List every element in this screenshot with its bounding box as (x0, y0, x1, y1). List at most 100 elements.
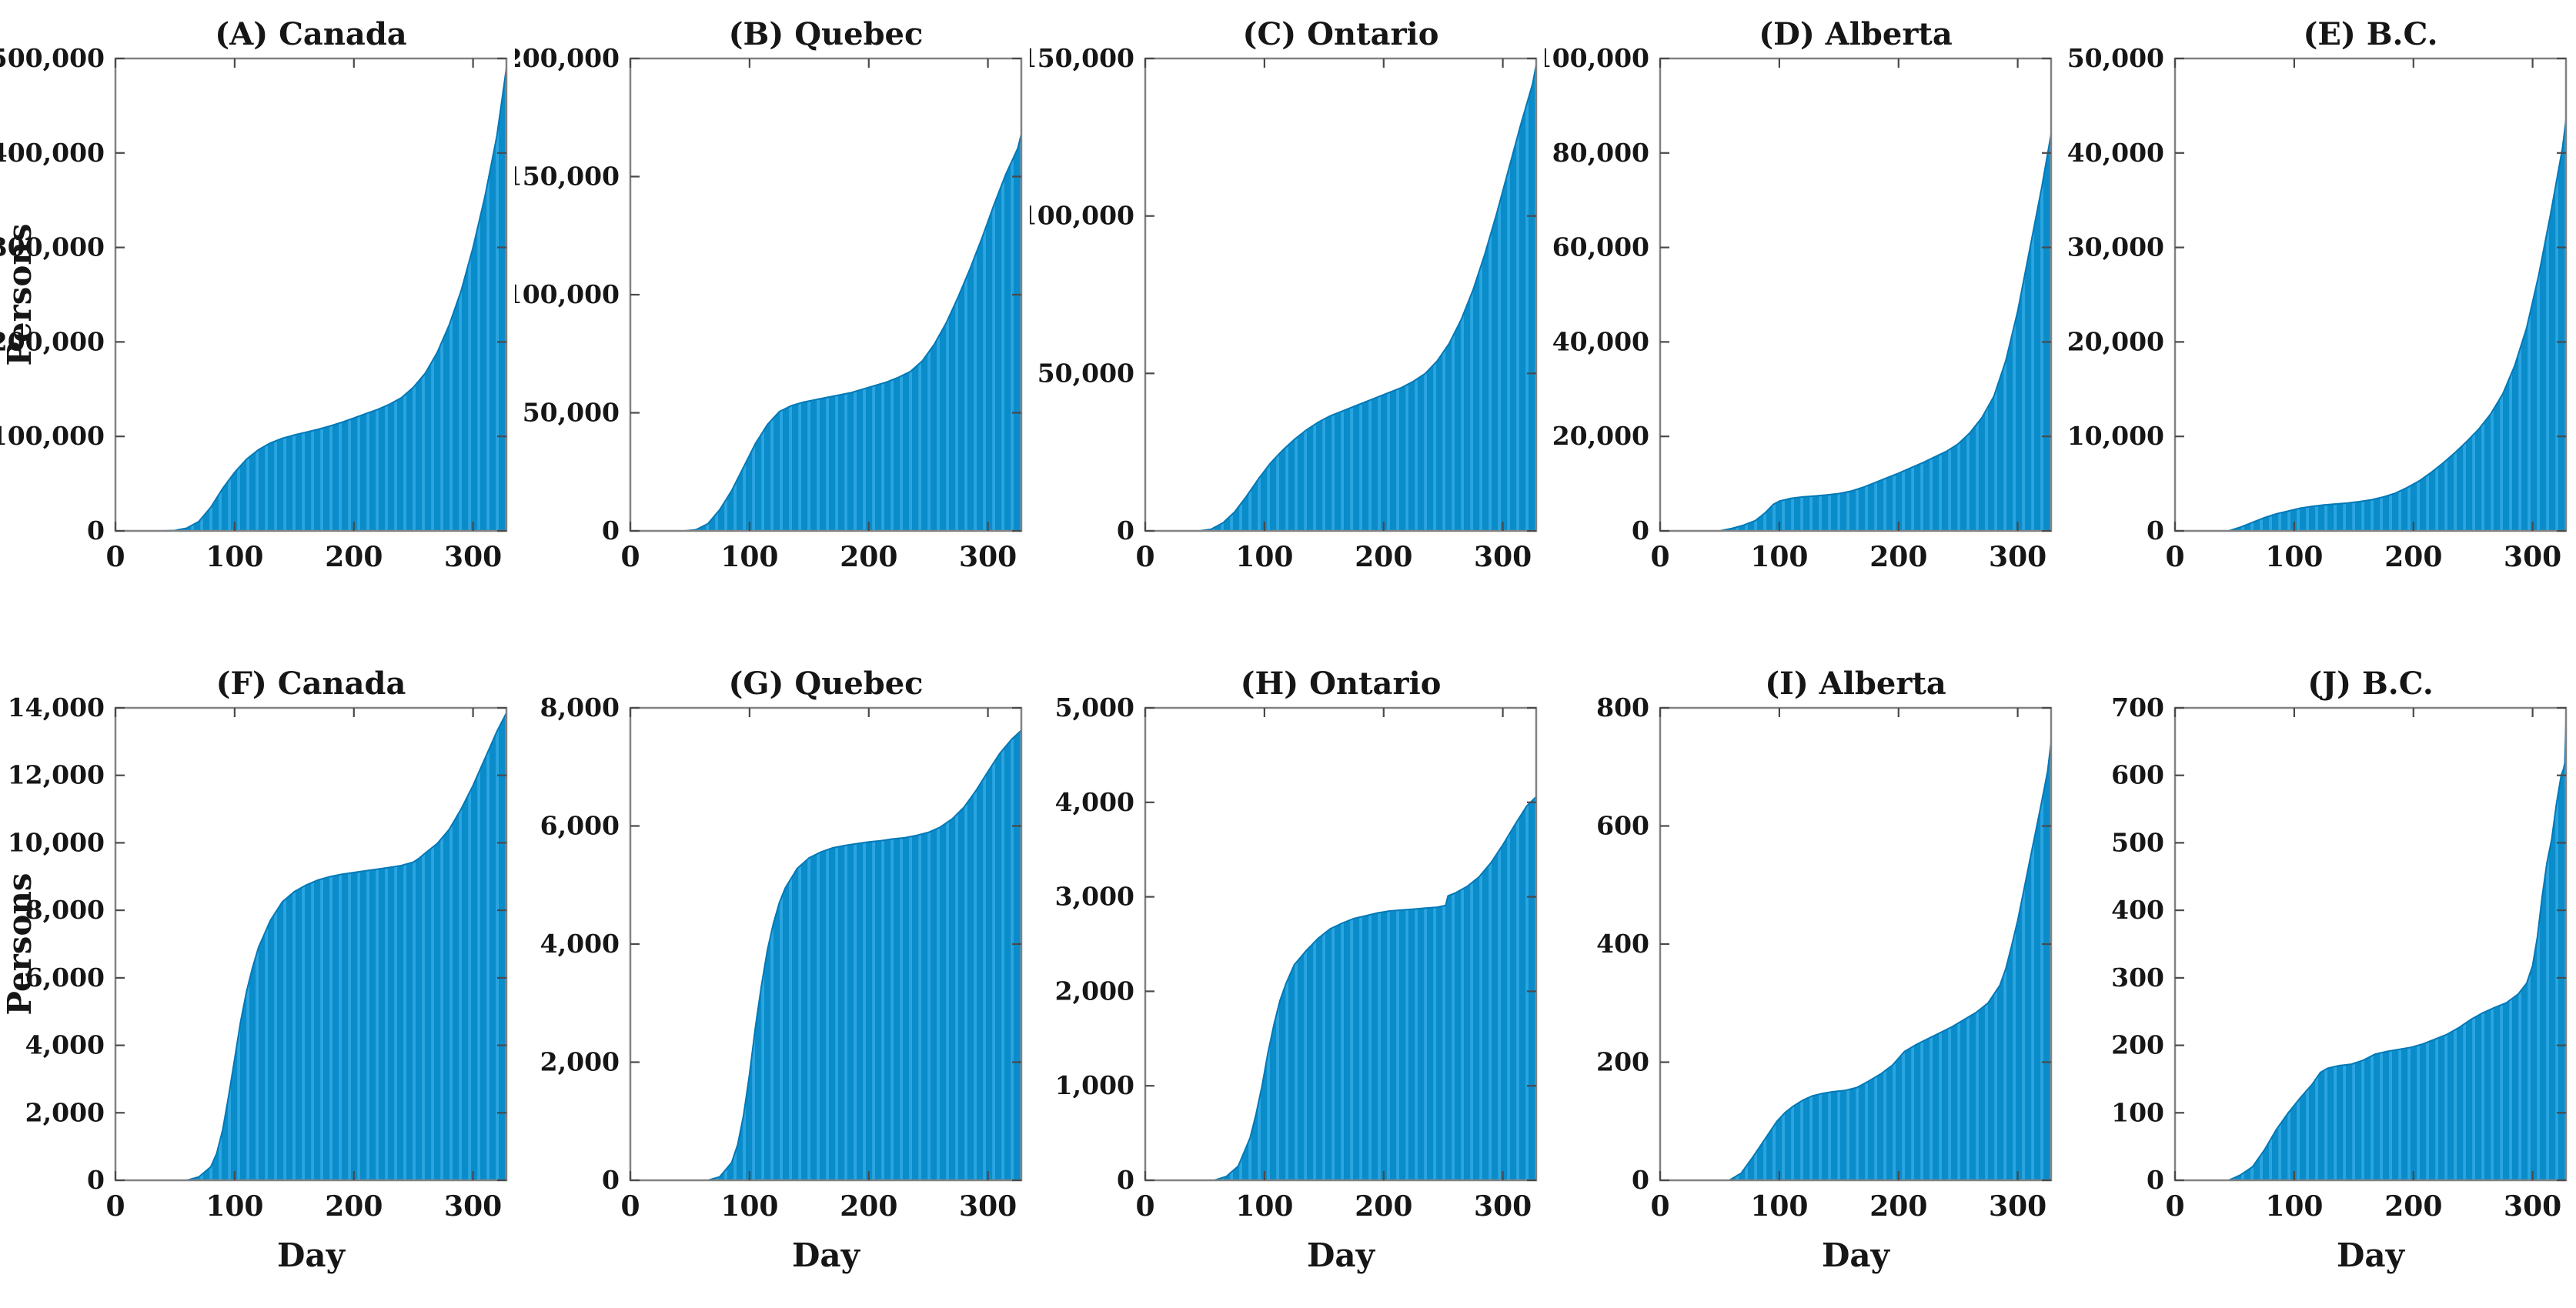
x-tick-label: 100 (720, 541, 778, 573)
tick-marks (1144, 57, 1536, 532)
y-tick-label: 200,000 (0, 326, 105, 356)
chart-panel-E: (E) B.C. 0 100 200 300 0 10,000 20,000 30,000 4… (2060, 11, 2574, 586)
x-axis-label: Day (1822, 1236, 1891, 1274)
panel-title: (H) Ontario (1241, 666, 1442, 702)
bar-area (115, 68, 506, 531)
axis-box (114, 57, 508, 532)
y-tick-label: 80,000 (1552, 138, 1649, 168)
panel-title: (G) Quebec (728, 666, 923, 702)
bar-area (2175, 721, 2566, 1180)
y-tick-label: 2,000 (540, 1047, 620, 1077)
y-tick-label: 150,000 (1030, 43, 1134, 73)
panel-title: (I) Alberta (1765, 666, 1946, 702)
tick-marks (1144, 706, 1536, 1182)
y-tick-label: 0 (87, 516, 105, 546)
chart-panel-A: (A) Canada 0 100 200 300 0 100,000 200,000 300… (0, 11, 515, 586)
y-tick-labels: 0 100,000 200,000 300,000 400,000 500,000 (0, 43, 105, 546)
panel-title: (B) Quebec (729, 16, 924, 52)
axis-box (1659, 57, 2053, 532)
x-tick-label: 300 (444, 541, 502, 573)
x-tick-label: 100 (205, 1190, 263, 1223)
y-tick-labels: 0 20,000 40,000 60,000 80,000 100,000 (1545, 43, 1649, 546)
y-tick-label: 0 (602, 516, 620, 546)
x-tick-label: 300 (1474, 1190, 1532, 1223)
y-tick-label: 0 (1632, 1165, 1649, 1195)
y-tick-label: 300,000 (0, 232, 105, 262)
y-tick-label: 50,000 (523, 398, 620, 428)
chart-panel-I: (I) Alberta 0 100 200 300 0 200 400 600 800 Day (1545, 660, 2060, 1276)
axis-box (2173, 57, 2568, 532)
y-tick-label: 400 (2111, 895, 2164, 925)
y-axis-label: Persons (1, 223, 38, 365)
x-tick-labels: 0 100 200 300 (1650, 1190, 2046, 1223)
y-tick-label: 40,000 (2067, 138, 2164, 168)
x-tick-label: 300 (2504, 1190, 2561, 1223)
chart-canvas-D: (D) Alberta 0 100 200 300 0 20,000 40,000 60,0… (1545, 16, 2053, 573)
panel-title: (E) B.C. (2303, 16, 2437, 52)
y-tick-label: 100,000 (515, 279, 620, 309)
y-tick-label: 700 (2111, 692, 2164, 722)
y-tick-label: 100,000 (1030, 201, 1134, 231)
y-tick-label: 150,000 (515, 162, 620, 192)
chart-panel-C: (C) Ontario 0 100 200 300 0 50,000 100,000 150… (1030, 11, 1545, 586)
x-tick-label: 0 (1650, 1190, 1669, 1223)
chart-canvas-F: (F) Canada 0 100 200 300 0 2,000 4,000 6,000 8,… (1, 666, 508, 1274)
y-tick-label: 4,000 (25, 1030, 105, 1060)
y-tick-label: 0 (602, 1165, 620, 1195)
y-tick-labels: 0 50,000 100,000 150,000 200,000 (515, 43, 620, 546)
x-tick-label: 200 (1869, 541, 1927, 573)
y-tick-label: 0 (1117, 516, 1134, 546)
axis-box (1144, 706, 1538, 1182)
bar-area (630, 729, 1021, 1180)
y-tick-label: 40,000 (1552, 326, 1649, 356)
x-tick-label: 200 (2384, 541, 2442, 573)
bar-area (1660, 742, 2051, 1180)
y-tick-labels: 0 50,000 100,000 150,000 (1030, 43, 1134, 546)
x-axis-label: Day (792, 1236, 861, 1274)
x-tick-labels: 0 100 200 300 (1650, 541, 2046, 573)
x-tick-labels: 0 100 200 300 (620, 541, 1017, 573)
chart-panel-G: (G) Quebec 0 100 200 300 0 2,000 4,000 6,000 8,… (515, 660, 1030, 1276)
x-tick-label: 0 (2165, 541, 2184, 573)
x-tick-label: 200 (1355, 541, 1412, 573)
x-tick-label: 300 (1989, 541, 2046, 573)
panel-title: (C) Ontario (1243, 16, 1439, 52)
y-tick-label: 1,000 (1055, 1070, 1134, 1100)
y-tick-label: 500,000 (0, 43, 105, 73)
panel-title: (D) Alberta (1759, 16, 1953, 52)
bar-area (2175, 119, 2566, 531)
x-tick-labels: 0 100 200 300 (1135, 541, 1532, 573)
x-tick-label: 100 (205, 541, 263, 573)
y-tick-label: 50,000 (2067, 43, 2164, 73)
x-tick-label: 100 (2265, 1190, 2323, 1223)
x-tick-label: 200 (1869, 1190, 1927, 1223)
chart-canvas-J: (J) B.C. 0 100 200 300 0 100 200 300 400 500 600 7… (2111, 666, 2568, 1274)
y-tick-label: 2,000 (25, 1097, 105, 1127)
tick-marks (629, 57, 1021, 532)
y-tick-label: 4,000 (1055, 787, 1134, 817)
y-tick-label: 200,000 (515, 43, 620, 73)
chart-canvas-C: (C) Ontario 0 100 200 300 0 50,000 100,000 150… (1030, 16, 1538, 573)
bar-area (1145, 796, 1536, 1180)
y-tick-label: 8,000 (540, 692, 620, 722)
y-tick-label: 5,000 (1055, 692, 1134, 722)
chart-panel-F: (F) Canada 0 100 200 300 0 2,000 4,000 6,000 8,… (0, 660, 515, 1276)
x-tick-labels: 0 100 200 300 (1135, 1190, 1532, 1223)
y-tick-label: 60,000 (1552, 232, 1649, 262)
y-tick-label: 400 (1596, 929, 1649, 959)
y-tick-labels: 0 200 400 600 800 (1596, 692, 1649, 1195)
tick-marks (2173, 706, 2566, 1182)
y-tick-labels: 0 2,000 4,000 6,000 8,000 (540, 692, 620, 1195)
chart-canvas-E: (E) B.C. 0 100 200 300 0 10,000 20,000 30,000 4… (2067, 16, 2568, 573)
y-tick-label: 4,000 (540, 929, 620, 959)
y-tick-label: 600 (1596, 811, 1649, 841)
x-tick-label: 200 (325, 1190, 383, 1223)
tick-marks (2173, 57, 2566, 532)
chart-panel-J: (J) B.C. 0 100 200 300 0 100 200 300 400 500 600 7… (2060, 660, 2574, 1276)
tick-marks (1659, 57, 2051, 532)
x-tick-label: 100 (1750, 541, 1808, 573)
x-tick-labels: 0 100 200 300 (105, 541, 502, 573)
x-tick-labels: 0 100 200 300 (105, 1190, 502, 1223)
y-tick-label: 12,000 (8, 760, 105, 790)
y-tick-labels: 0 100 200 300 400 500 600 700 (2111, 692, 2164, 1195)
